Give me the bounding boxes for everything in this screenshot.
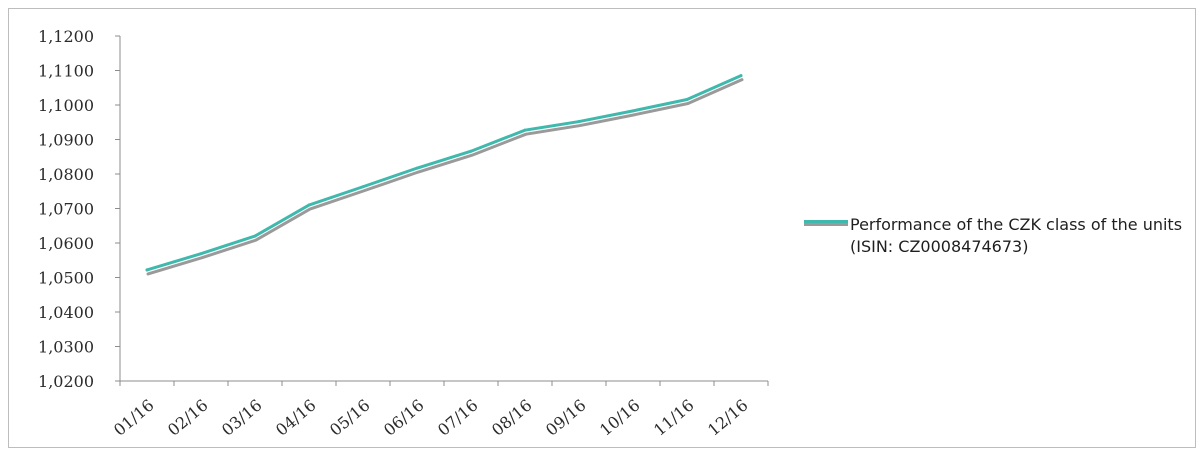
- x-tick-label: 02/16: [164, 396, 212, 440]
- y-tick-label: 1,0800: [38, 165, 94, 184]
- y-tick-label: 1,1200: [38, 27, 94, 46]
- x-tick-label: 05/16: [326, 396, 374, 440]
- chart-frame: [8, 8, 1196, 448]
- y-tick-label: 1,0200: [38, 372, 94, 391]
- data-point: [415, 166, 419, 170]
- data-point: [523, 128, 527, 132]
- series-line: [145, 74, 743, 272]
- y-tick-label: 1,1100: [38, 62, 94, 81]
- y-tick-label: 1,0400: [38, 303, 94, 322]
- data-point: [199, 252, 203, 256]
- data-point: [739, 74, 743, 78]
- data-point: [631, 109, 635, 113]
- data-point: [577, 120, 581, 124]
- data-point: [253, 234, 257, 238]
- y-tick-label: 1,0500: [38, 269, 94, 288]
- data-point: [145, 268, 149, 272]
- legend-swatch: [804, 218, 848, 230]
- x-tick-label: 10/16: [596, 396, 644, 440]
- data-point: [685, 97, 689, 101]
- chart-series: [145, 74, 744, 276]
- y-tick-label: 1,0600: [38, 234, 94, 253]
- x-axis-ticks: 01/16 02/16 03/16 04/16 05/16 06/16 07/16 08/16…: [110, 381, 769, 440]
- x-tick-label: 08/16: [488, 396, 536, 440]
- x-tick-label: 09/16: [542, 396, 590, 440]
- x-tick-label: 01/16: [110, 396, 158, 440]
- chart-axes: [119, 36, 768, 382]
- y-axis-ticks: 1,0200 1,0300 1,0400 1,0500 1,0600 1,0700 1,08…: [38, 27, 120, 391]
- y-tick-label: 1,0700: [38, 200, 94, 219]
- x-tick-label: 12/16: [704, 396, 752, 440]
- chart-legend: Performance of the CZK class of the unit…: [804, 214, 1194, 258]
- legend-label: Performance of the CZK class of the unit…: [850, 215, 1183, 256]
- x-tick-label: 06/16: [380, 396, 428, 440]
- y-tick-label: 1,1000: [38, 96, 94, 115]
- data-point: [361, 185, 365, 189]
- x-tick-label: 11/16: [650, 396, 698, 440]
- y-tick-label: 1,0300: [38, 338, 94, 357]
- series-line-shadow: [146, 78, 744, 276]
- y-tick-label: 1,0900: [38, 131, 94, 150]
- data-point: [307, 203, 311, 207]
- x-tick-label: 03/16: [218, 396, 266, 440]
- data-point: [469, 149, 473, 153]
- x-tick-label: 07/16: [434, 396, 482, 440]
- x-tick-label: 04/16: [272, 396, 320, 440]
